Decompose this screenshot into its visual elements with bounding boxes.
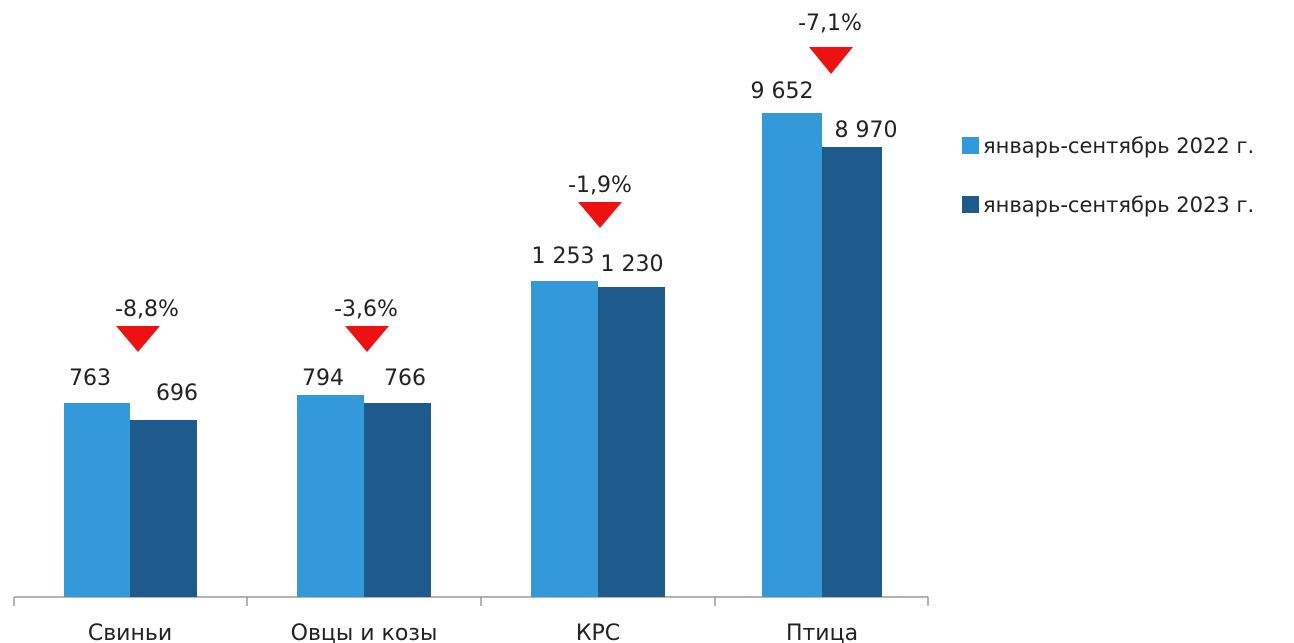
category-label-ovtsy: Овцы и козы <box>291 621 438 643</box>
value-label-2022-ptitsa: 9 652 <box>751 79 814 104</box>
change-label-svini: -8,8% <box>115 297 179 322</box>
category-label-svini: Свиньи <box>88 621 172 643</box>
value-label-2022-krs: 1 253 <box>532 244 595 269</box>
decrease-arrow-icon <box>116 326 160 352</box>
legend-label-2023: январь-сентябрь 2023 г. <box>983 193 1254 217</box>
bar-2022-ptitsa <box>762 113 822 597</box>
bar-2022-svini <box>64 403 130 597</box>
change-label-ovtsy: -3,6% <box>334 297 398 322</box>
bar-2023-ptitsa <box>822 147 882 597</box>
value-label-2023-ptitsa: 8 970 <box>835 118 898 143</box>
legend-swatch-2023 <box>962 196 979 213</box>
bar-2022-ovtsy <box>297 395 364 597</box>
decrease-arrow-icon <box>809 47 853 74</box>
value-label-2023-ovtsy: 766 <box>384 366 426 391</box>
value-label-2022-ovtsy: 794 <box>302 366 344 391</box>
change-label-krs: -1,9% <box>568 173 632 198</box>
decrease-arrow-icon <box>345 326 389 352</box>
legend: январь-сентябрь 2022 г. январь-сентябрь … <box>962 134 1254 217</box>
category-label-ptitsa: Птица <box>786 621 858 643</box>
legend-label-2022: январь-сентябрь 2022 г. <box>983 134 1254 158</box>
bar-2022-krs <box>531 281 598 597</box>
change-label-ptitsa: -7,1% <box>798 11 862 36</box>
category-label-krs: КРС <box>576 621 620 643</box>
value-label-2022-svini: 763 <box>69 366 111 391</box>
bar-2023-svini <box>130 420 197 597</box>
legend-swatch-2022 <box>962 137 979 154</box>
bar-2023-krs <box>598 287 665 597</box>
bar-2023-ovtsy <box>364 403 431 597</box>
value-label-2023-svini: 696 <box>156 381 198 406</box>
decrease-arrow-icon <box>578 202 622 228</box>
value-label-2023-krs: 1 230 <box>601 252 664 277</box>
